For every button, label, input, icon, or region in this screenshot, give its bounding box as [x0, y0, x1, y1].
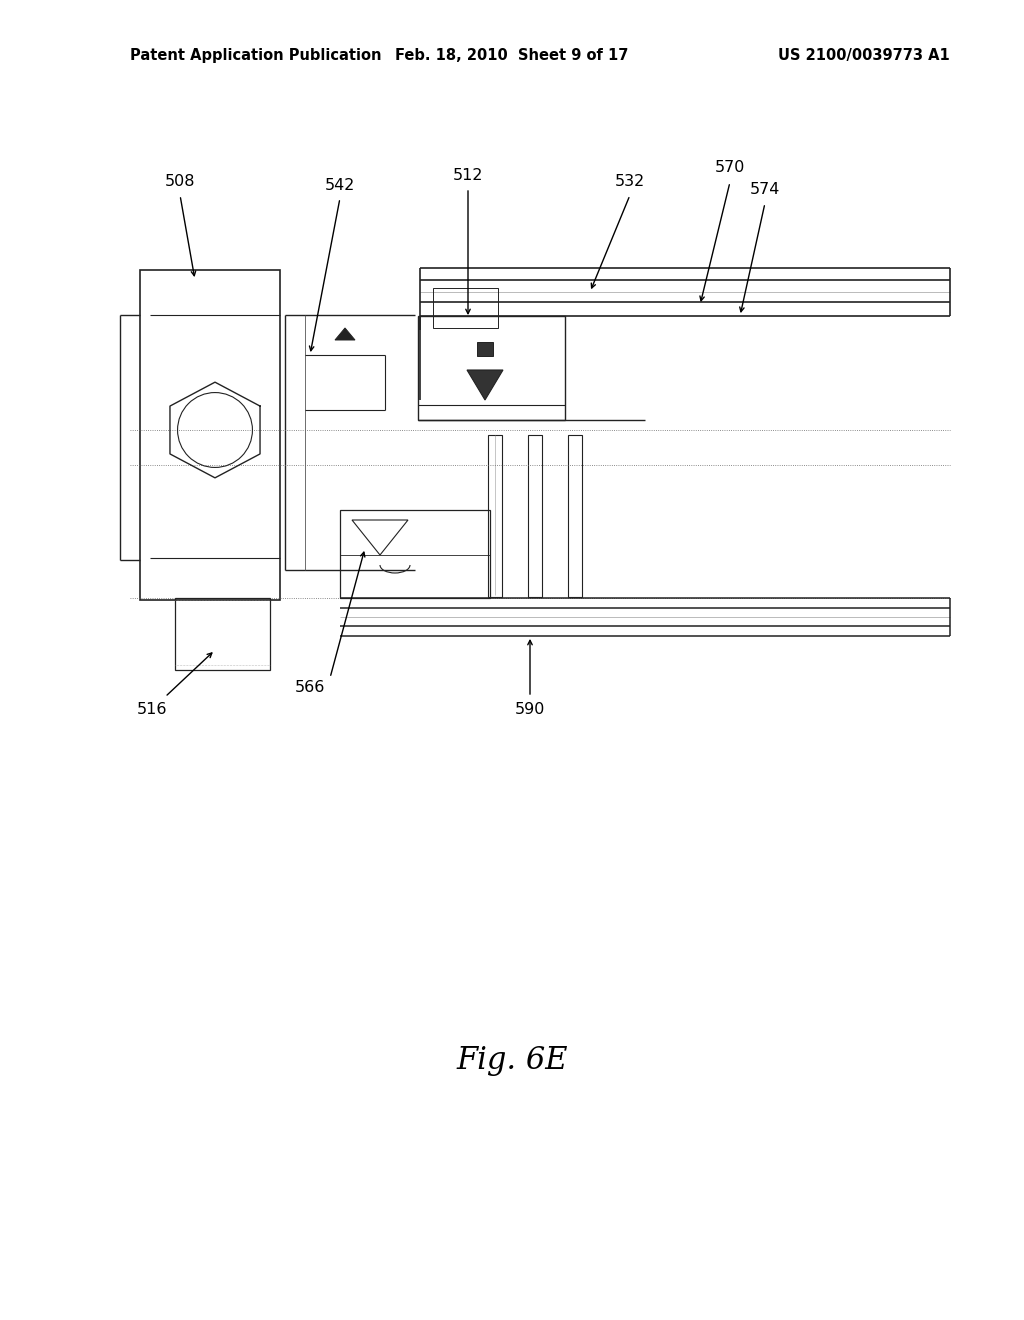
Text: 542: 542 — [325, 177, 355, 193]
Bar — [433, 288, 498, 327]
Text: 566: 566 — [295, 681, 326, 696]
Bar — [477, 342, 493, 356]
Bar — [568, 436, 582, 597]
Text: 590: 590 — [515, 702, 545, 718]
Text: 508: 508 — [165, 174, 196, 190]
Text: 570: 570 — [715, 161, 745, 176]
Text: 512: 512 — [453, 168, 483, 182]
Polygon shape — [335, 327, 355, 341]
Bar — [140, 271, 280, 601]
Text: 532: 532 — [614, 174, 645, 190]
Polygon shape — [467, 370, 503, 400]
Text: Patent Application Publication: Patent Application Publication — [130, 48, 382, 63]
Bar — [418, 315, 565, 420]
Text: US 2100/0039773 A1: US 2100/0039773 A1 — [778, 48, 950, 63]
Bar — [528, 436, 542, 597]
Bar — [175, 598, 270, 671]
Bar — [488, 436, 502, 597]
Text: 574: 574 — [750, 182, 780, 198]
Text: 516: 516 — [137, 702, 167, 718]
Text: Feb. 18, 2010  Sheet 9 of 17: Feb. 18, 2010 Sheet 9 of 17 — [395, 48, 629, 63]
Text: Fig. 6E: Fig. 6E — [457, 1044, 567, 1076]
Bar — [340, 510, 490, 598]
